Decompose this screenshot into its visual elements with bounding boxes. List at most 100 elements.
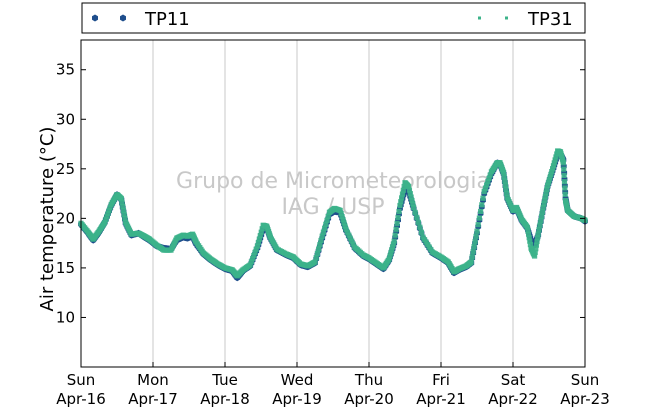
- data-point-tp31: [478, 208, 484, 215]
- y-tick-label: 15: [56, 259, 75, 277]
- data-point-tp31: [534, 238, 540, 245]
- data-point-tp31: [323, 221, 329, 227]
- data-point-tp31: [324, 217, 330, 223]
- data-point-tp31: [102, 219, 108, 225]
- data-point-tp31: [561, 172, 567, 179]
- data-point-tp31: [346, 232, 352, 238]
- data-point-tp31: [482, 185, 488, 191]
- data-point-tp31: [535, 231, 541, 237]
- data-point-tp31: [533, 242, 539, 248]
- data-point-tp31: [350, 241, 356, 247]
- data-point-tp31: [256, 236, 262, 242]
- data-point-tp31: [481, 189, 487, 195]
- data-point-tp31: [258, 229, 264, 235]
- data-point-tp31: [480, 195, 486, 201]
- data-point-tp31: [411, 204, 417, 211]
- data-point-tp31: [394, 220, 400, 226]
- data-point-tp31: [549, 169, 555, 175]
- data-point-tp31: [396, 208, 402, 215]
- data-point-tp31: [535, 235, 541, 241]
- data-point-tp31: [400, 187, 406, 193]
- data-point-tp31: [552, 157, 558, 163]
- x-tick-weekday: Sat: [501, 371, 526, 389]
- data-point-tp31: [527, 238, 533, 244]
- data-point-tp31: [526, 231, 532, 237]
- x-tick-date: Apr-19: [272, 390, 322, 408]
- data-point-tp31: [322, 225, 328, 231]
- data-point-tp31: [259, 226, 265, 232]
- data-point-tp31: [399, 195, 405, 201]
- data-point-tp31: [253, 246, 259, 252]
- data-point-tp31: [254, 243, 260, 249]
- data-point-tp31: [502, 178, 508, 184]
- data-point-tp31: [536, 227, 542, 233]
- data-point-tp31: [526, 235, 532, 241]
- data-point-tp31: [390, 241, 396, 247]
- data-point-tp31: [389, 247, 395, 253]
- data-point-tp31: [524, 224, 530, 230]
- series-layer: [78, 148, 588, 282]
- x-tick-weekday: Fri: [432, 371, 450, 389]
- data-point-tp31: [474, 228, 480, 234]
- y-tick-label: 30: [56, 110, 75, 128]
- data-point-tp31: [389, 244, 396, 250]
- data-point-tp31: [476, 215, 482, 221]
- data-point-tp31: [418, 229, 425, 235]
- data-point-tp31: [410, 201, 416, 207]
- data-point-tp31: [250, 256, 256, 262]
- x-tick-weekday: Wed: [281, 371, 314, 389]
- data-point-tp31: [349, 238, 355, 244]
- legend: TP11 TP31: [81, 2, 586, 34]
- data-point-tp31: [548, 171, 554, 178]
- data-point-tp31: [550, 163, 557, 169]
- x-tick-date: Apr-22: [488, 390, 538, 408]
- data-point-tp31: [487, 172, 493, 178]
- data-point-tp31: [532, 253, 538, 259]
- data-point-tp31: [252, 249, 258, 255]
- x-tick-date: Apr-21: [416, 390, 466, 408]
- data-point-tp31: [119, 199, 125, 206]
- data-point-tp31: [338, 210, 344, 217]
- data-point-tp31: [339, 214, 345, 220]
- data-point-tp31: [541, 201, 547, 207]
- legend-marker-tp31: [505, 16, 508, 20]
- data-point-tp31: [415, 219, 421, 225]
- data-point-tp31: [537, 222, 543, 228]
- data-point-tp31: [398, 199, 404, 205]
- data-point-tp31: [347, 235, 353, 241]
- data-point-tp31: [318, 237, 324, 244]
- data-point-tp31: [544, 186, 550, 192]
- data-point-tp31: [533, 246, 539, 252]
- x-tick-date: Apr-23: [560, 390, 610, 408]
- data-point-tp31: [484, 182, 490, 188]
- data-point-tp31: [501, 170, 507, 176]
- data-point-tp31: [406, 187, 413, 193]
- legend-label-tp31: TP31: [527, 9, 573, 30]
- legend-marker-tp11: [120, 14, 126, 22]
- data-point-tp31: [538, 213, 545, 219]
- data-point-tp31: [561, 166, 567, 172]
- data-point-tp31: [525, 228, 531, 234]
- data-point-tp31: [501, 174, 507, 180]
- data-point-tp31: [344, 229, 350, 235]
- data-point-tp31: [542, 193, 548, 200]
- data-point-tp31: [527, 242, 533, 248]
- data-point-tp31: [392, 232, 398, 238]
- data-point-tp31: [473, 233, 479, 239]
- data-point-tp31: [314, 250, 320, 256]
- data-point-tp31: [551, 160, 557, 166]
- data-point-tp31: [543, 190, 549, 196]
- data-point-tp31: [542, 197, 548, 203]
- data-point-tp31: [471, 244, 477, 250]
- data-point-tp31: [391, 238, 397, 244]
- data-point-tp31: [257, 233, 263, 239]
- data-point-tp31: [103, 216, 109, 222]
- data-point-tp31: [469, 254, 475, 260]
- series-tp31: [78, 148, 588, 279]
- data-point-tp31: [553, 154, 559, 160]
- data-point-tp31: [313, 255, 319, 261]
- data-point-tp31: [472, 238, 478, 245]
- data-point-tp31: [337, 207, 343, 214]
- data-point-tp31: [470, 249, 476, 255]
- data-point-tp31: [397, 202, 403, 209]
